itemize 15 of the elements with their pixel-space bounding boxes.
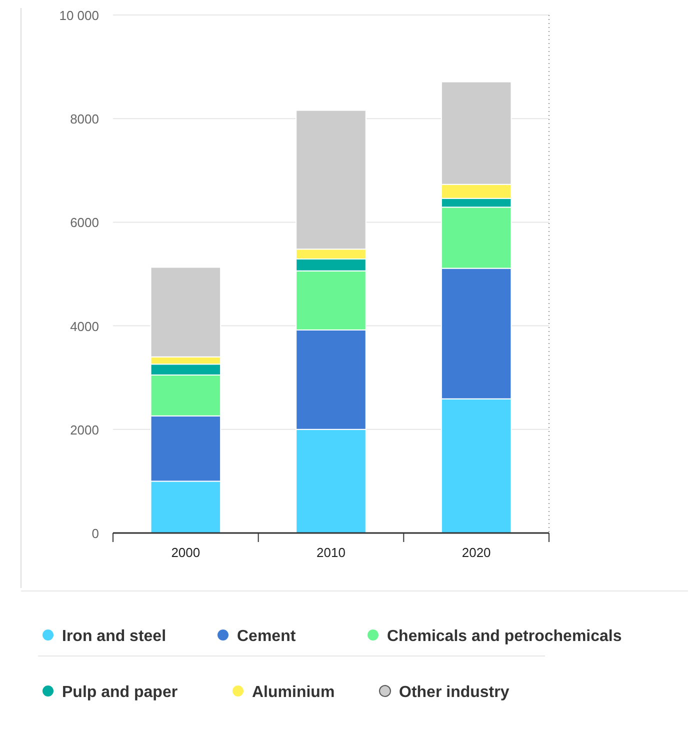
y-tick-label: 0 [92,526,99,541]
legend-label: Cement [237,628,296,645]
y-tick-label: 4000 [70,318,99,334]
y-tick-label: 8000 [70,112,99,127]
legend-label: Other industry [399,684,510,701]
y-tick-label: 2000 [70,422,99,438]
legend-label: Pulp and paper [62,684,178,701]
x-tick-label: 2010 [316,545,346,560]
y-tick-label: 10 000 [59,8,99,23]
y-tick-label: 6000 [70,215,99,230]
legend-label: Iron and steel [62,628,166,645]
legend-label: Chemicals and petrochemicals [387,628,622,645]
x-tick-label: 2000 [171,545,200,560]
legend-label: Aluminium [252,684,335,701]
x-tick-label: 2020 [462,545,491,560]
